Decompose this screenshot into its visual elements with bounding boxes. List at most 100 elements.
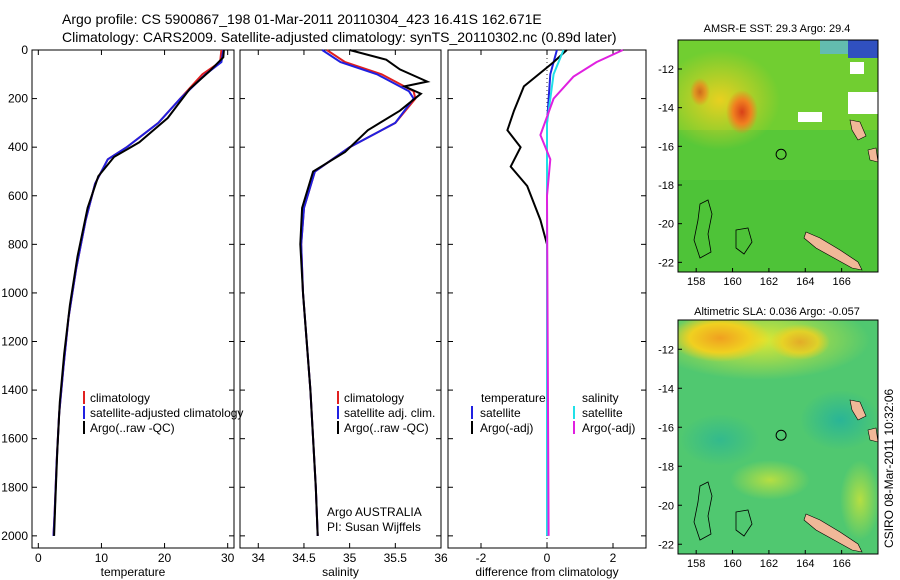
sla-map-axes: 158 160 162 164 166 -12 -14 -16 -18 -20 -22 <box>658 319 879 570</box>
y-tick-label: -16 <box>658 141 674 153</box>
x-tick-label: 35 <box>343 551 357 565</box>
new-caledonia-land <box>803 513 863 553</box>
legend-swatch-argo <box>337 421 339 434</box>
x-axis-label: difference from climatology <box>475 565 618 579</box>
y-tick-label: 1800 <box>1 480 28 494</box>
sst-map-axes: 158 160 162 164 166 -12 -14 -16 -18 -20 -22 <box>658 39 879 288</box>
float-position-marker <box>775 429 787 441</box>
argo-program-label: Argo AUSTRALIA <box>327 505 422 519</box>
sst-map-title: AMSR-E SST: 29.3 Argo: 29.4 <box>704 23 851 35</box>
salinity-legend: climatology satellite adj. clim. Argo(..… <box>327 391 435 534</box>
legend-swatch-argo <box>83 421 85 434</box>
y-tick-label: 0 <box>21 43 28 57</box>
x-tick-label: 166 <box>832 558 850 570</box>
new-caledonia-land <box>803 231 863 271</box>
sst-hot-spot <box>726 90 758 134</box>
y-tick-label: -14 <box>658 383 674 395</box>
legend-label-argo: Argo(..raw -QC) <box>344 421 429 435</box>
legend-label-temp-satellite: satellite <box>480 406 521 420</box>
sst-missing-data <box>798 112 822 122</box>
pi-label: PI: Susan Wijffels <box>327 520 421 534</box>
x-tick-label: 36 <box>434 551 448 565</box>
legend-swatch-climatology <box>83 391 85 404</box>
difference-legend: temperature salinity satellite Argo(-adj… <box>471 391 635 435</box>
x-tick-label: 0 <box>544 551 551 565</box>
legend-swatch-temp-argo <box>471 421 473 434</box>
x-tick-label: 160 <box>723 276 741 288</box>
map-frame <box>677 319 879 555</box>
y-tick-label: 800 <box>8 237 28 251</box>
sst-cool-patch-2 <box>820 40 848 54</box>
island-land-north <box>849 119 867 141</box>
y-tick-label: -22 <box>658 257 674 269</box>
plot-frame <box>31 49 235 549</box>
legend-label-climatology: climatology <box>90 391 150 405</box>
x-tick-label: 34 <box>252 551 266 565</box>
legend-swatch-sal-satellite <box>573 406 575 419</box>
series-argo-raw-qc- <box>53 49 225 536</box>
x-tick-label: 10 <box>95 551 109 565</box>
sla-map-image <box>678 320 878 554</box>
x-axis-label: salinity <box>322 565 359 579</box>
sla-high-north-2 <box>770 324 830 360</box>
x-tick-label: 162 <box>760 276 778 288</box>
island-land-east <box>867 147 878 163</box>
x-tick-label: 164 <box>796 558 814 570</box>
y-tick-label: 1200 <box>1 335 28 349</box>
x-tick-label: 2 <box>610 551 617 565</box>
sla-yellow-south <box>730 460 810 500</box>
sst-cool-patch <box>848 40 878 58</box>
island-outline <box>735 509 753 537</box>
sla-map-title: Altimetric SLA: 0.036 Argo: -0.057 <box>694 306 860 318</box>
legend-swatch-temp-satellite <box>471 406 473 419</box>
x-tick-label: 34.5 <box>292 551 316 565</box>
legend-swatch-satellite <box>337 406 339 419</box>
series-salinity-argo-adj- <box>539 49 624 536</box>
y-tick-label: -12 <box>658 344 674 356</box>
series-argo-raw-qc- <box>299 49 431 536</box>
sla-high-north <box>678 320 770 362</box>
x-tick-label: -2 <box>476 551 487 565</box>
y-tick-label: 2000 <box>1 529 28 543</box>
sla-low-east <box>800 390 878 450</box>
x-tick-label: 160 <box>723 558 741 570</box>
temperature-panel: 0 10 20 30 temperature 0 200 400 600 800 1000 1200 1… <box>1 43 234 579</box>
sla-low-west <box>680 414 760 466</box>
legend-swatch-climatology <box>337 391 339 404</box>
legend-label-temp-argo: Argo(-adj) <box>480 421 533 435</box>
y-tick-label: -20 <box>658 219 674 231</box>
vanuatu-outline <box>693 481 713 541</box>
sla-yellow-east <box>840 460 878 540</box>
x-tick-label: 35.5 <box>384 551 408 565</box>
legend-label-sal-satellite: satellite <box>582 406 623 420</box>
legend-label-satellite: satellite-adjusted climatology <box>90 406 243 420</box>
x-axis-label: temperature <box>101 565 166 579</box>
float-position-marker <box>775 148 787 160</box>
y-tick-label: -22 <box>658 539 674 551</box>
vanuatu-outline <box>693 199 713 259</box>
island-outline <box>735 227 753 255</box>
sst-hot-spot-west <box>690 78 710 106</box>
y-tick-label: 200 <box>8 92 28 106</box>
map-frame <box>677 39 879 273</box>
legend-title-temperature: temperature <box>481 391 546 405</box>
credit-label: CSIRO 08-Mar-2011 10:32:06 <box>882 388 896 548</box>
y-tick-label: -12 <box>658 64 674 76</box>
y-tick-label: 1400 <box>1 383 28 397</box>
y-tick-label: -18 <box>658 461 674 473</box>
x-tick-label: 164 <box>796 276 814 288</box>
y-tick-label: -18 <box>658 180 674 192</box>
legend-label-sal-argo: Argo(-adj) <box>582 421 635 435</box>
figure-title-line2: Climatology: CARS2009. Satellite-adjuste… <box>62 29 617 45</box>
x-tick-label: 158 <box>687 558 705 570</box>
y-tick-label: 400 <box>8 140 28 154</box>
x-tick-label: 166 <box>832 276 850 288</box>
y-tick-label: 1600 <box>1 432 28 446</box>
x-tick-label: 158 <box>687 276 705 288</box>
island-land-east <box>867 427 878 443</box>
sst-map-image <box>678 40 878 272</box>
y-tick-label: 600 <box>8 189 28 203</box>
legend-swatch-satellite <box>83 406 85 419</box>
